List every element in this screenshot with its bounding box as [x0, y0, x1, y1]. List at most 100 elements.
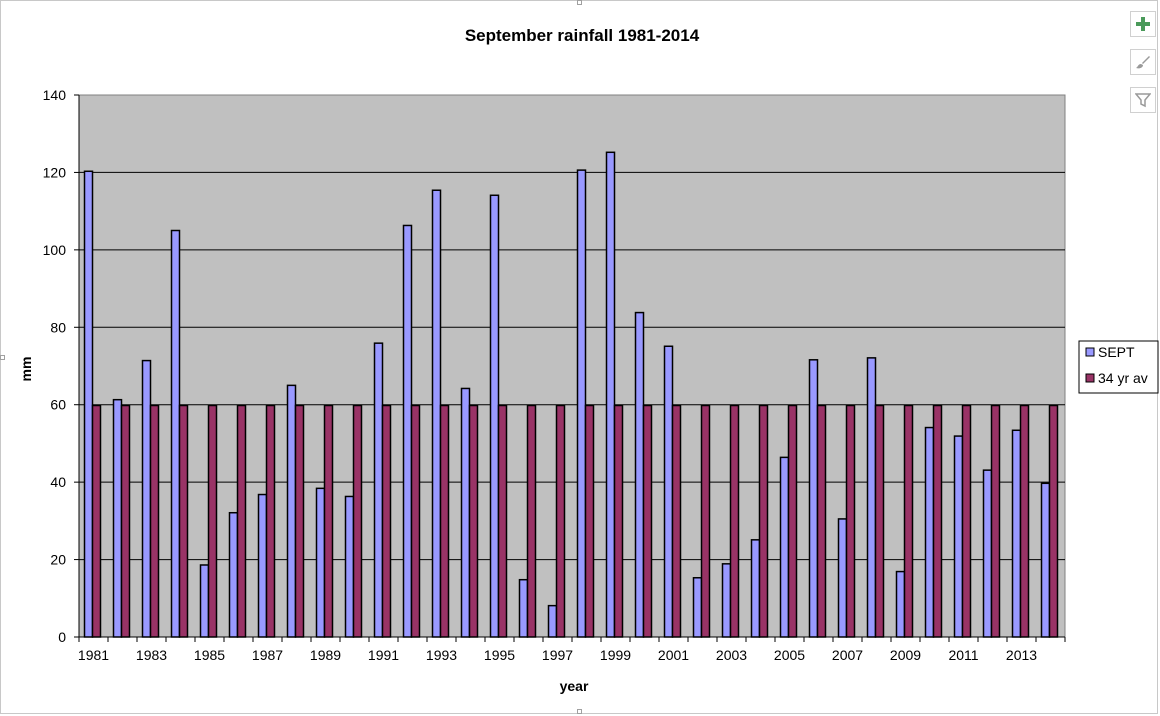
bar-sept — [518, 578, 529, 638]
bar-34-yr-av — [497, 404, 508, 638]
bar-sept — [982, 469, 993, 638]
x-tick-labels: 1981 1983 1985 1987 1989 1991 1993 1995 1997 1999… — [78, 647, 1037, 663]
x-tick-label: 1985 — [194, 647, 225, 663]
x-tick-label: 1989 — [310, 647, 341, 663]
bar-34-yr-av — [149, 404, 160, 638]
y-tick-label: 120 — [43, 164, 67, 180]
brush-icon — [1136, 56, 1150, 69]
y-tick-label: 100 — [43, 242, 67, 258]
bar-sept — [170, 229, 181, 638]
bar-sept — [605, 151, 616, 638]
bar-34-yr-av — [700, 404, 711, 638]
bar-sept — [692, 577, 703, 638]
x-tick-label: 2009 — [890, 647, 921, 663]
chart-title: September rainfall 1981-2014 — [465, 26, 700, 45]
filter-icon — [1135, 93, 1151, 108]
bar-34-yr-av — [120, 404, 131, 638]
x-tick-label: 2013 — [1006, 647, 1037, 663]
x-tick-label: 1991 — [368, 647, 399, 663]
bar-34-yr-av — [874, 404, 885, 638]
y-tick-label: 0 — [58, 629, 66, 645]
bar-sept — [286, 384, 297, 638]
bar-sept — [141, 359, 152, 638]
x-tick-label: 2005 — [774, 647, 805, 663]
x-tick-label: 1997 — [542, 647, 573, 663]
bar-34-yr-av — [932, 404, 943, 638]
bar-34-yr-av — [642, 404, 653, 638]
bar-34-yr-av — [265, 404, 276, 638]
y-tick-labels: 0 20 40 60 80 100 120 140 — [43, 87, 67, 645]
x-tick-label: 1995 — [484, 647, 515, 663]
bar-sept — [199, 564, 210, 638]
bar-34-yr-av — [178, 404, 189, 638]
axes — [74, 94, 1066, 642]
bar-sept — [402, 224, 413, 638]
bar-34-yr-av — [381, 404, 392, 638]
bar-sept — [953, 435, 964, 638]
chart-styles-button[interactable] — [1130, 49, 1156, 75]
x-tick-label: 2001 — [658, 647, 689, 663]
legend-swatch-sept — [1085, 347, 1095, 357]
resize-handle-left[interactable] — [0, 355, 5, 360]
y-axis-title: mm — [18, 357, 34, 382]
bar-34-yr-av — [584, 404, 595, 638]
bar-34-yr-av — [410, 404, 421, 638]
x-tick-label: 2003 — [716, 647, 747, 663]
bar-sept — [808, 359, 819, 638]
bar-34-yr-av — [613, 404, 624, 638]
x-tick-label: 1999 — [600, 647, 631, 663]
bar-sept — [1011, 429, 1022, 638]
plot-area — [78, 94, 1066, 638]
bar-sept — [634, 311, 645, 638]
bar-sept — [779, 456, 790, 638]
x-tick-label: 1983 — [136, 647, 167, 663]
bar-sept — [460, 387, 471, 638]
legend[interactable]: SEPT 34 yr av — [1078, 340, 1159, 394]
legend-label-sept: SEPT — [1098, 344, 1135, 360]
bar-sept — [663, 345, 674, 638]
bar-34-yr-av — [787, 404, 798, 638]
chart-elements-button[interactable] — [1130, 11, 1156, 37]
bar-sept — [315, 487, 326, 638]
bar-34-yr-av — [1048, 404, 1059, 638]
bar-34-yr-av — [439, 404, 450, 638]
bar-34-yr-av — [207, 404, 218, 638]
bar-sept — [228, 511, 239, 638]
bar-sept — [895, 570, 906, 638]
chart-filters-button[interactable] — [1130, 87, 1156, 113]
bar-sept — [112, 398, 123, 638]
bar-sept — [924, 426, 935, 638]
y-tick-label: 40 — [50, 474, 66, 490]
bar-sept — [257, 493, 268, 638]
x-tick-label: 2007 — [832, 647, 863, 663]
bar-sept — [431, 189, 442, 638]
bar-sept — [344, 495, 355, 638]
resize-handle-bottom[interactable] — [577, 709, 582, 714]
bar-34-yr-av — [729, 404, 740, 638]
bar-sept — [576, 169, 587, 638]
bar-34-yr-av — [845, 404, 856, 638]
bar-34-yr-av — [961, 404, 972, 638]
bar-sept — [547, 604, 558, 638]
bar-sept — [1040, 482, 1051, 638]
bar-34-yr-av — [468, 404, 479, 638]
bar-34-yr-av — [236, 404, 247, 638]
bar-sept — [373, 342, 384, 638]
bar-sept — [866, 357, 877, 638]
x-tick-label: 2011 — [948, 647, 978, 663]
legend-label-34-yr-av: 34 yr av — [1098, 370, 1148, 386]
bar-sept — [83, 170, 94, 638]
bar-sept — [837, 518, 848, 638]
resize-handle-top[interactable] — [577, 0, 582, 5]
bar-34-yr-av — [671, 404, 682, 638]
plus-icon — [1136, 17, 1150, 31]
x-axis-title: year — [560, 678, 589, 694]
y-tick-label: 60 — [50, 397, 66, 413]
bar-34-yr-av — [990, 404, 1001, 638]
bar-34-yr-av — [294, 404, 305, 638]
y-tick-label: 20 — [50, 552, 66, 568]
bar-sept — [489, 194, 500, 638]
bar-34-yr-av — [526, 404, 537, 638]
legend-swatch-34-yr-av — [1085, 373, 1095, 383]
